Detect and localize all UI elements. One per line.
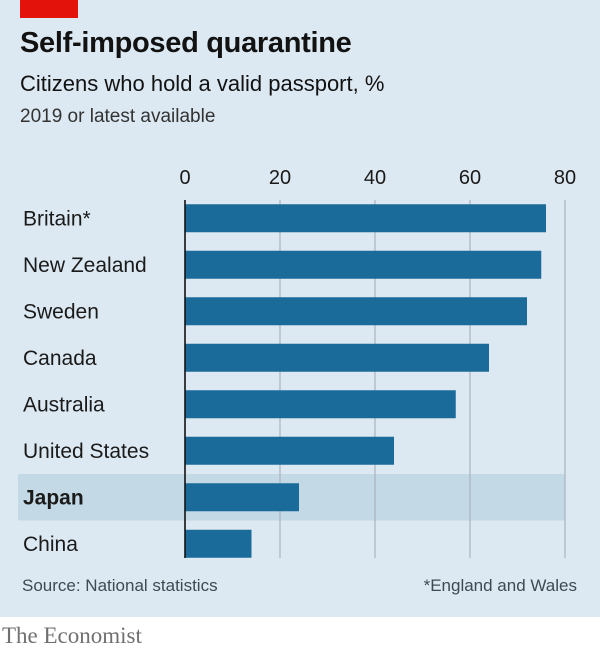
chart-subtitle: Citizens who hold a valid passport, % (20, 71, 385, 96)
chart-title: Self-imposed quarantine (20, 27, 352, 59)
footnote: *England and Wales (423, 576, 577, 595)
x-tick-label: 80 (554, 167, 576, 189)
bar (185, 436, 394, 465)
bar (185, 250, 542, 279)
x-tick-label: 40 (364, 167, 386, 189)
source-note: Source: National statistics (22, 576, 218, 595)
bar (185, 390, 456, 419)
economist-logo: The Economist (2, 623, 142, 648)
economist-red-tag (20, 0, 78, 18)
bar-chart: 0 20 40 60 80 Britain* New Zealand Sweden Canada… (18, 167, 576, 558)
bar (185, 343, 489, 372)
bar (185, 483, 299, 512)
x-tick-label: 20 (269, 167, 291, 189)
bar (185, 529, 252, 558)
category-label: Australia (23, 393, 105, 416)
category-label: Canada (23, 347, 97, 370)
bar (185, 297, 527, 326)
bar (185, 204, 546, 233)
category-label: Sweden (23, 300, 99, 323)
category-label: Japan (23, 486, 84, 509)
x-tick-label: 0 (179, 167, 190, 189)
x-tick-label: 60 (459, 167, 481, 189)
category-label: Britain* (23, 207, 91, 230)
category-label: New Zealand (23, 254, 147, 277)
category-label: United States (23, 440, 149, 463)
category-label: China (23, 533, 78, 556)
chart-note: 2019 or latest available (20, 106, 216, 127)
